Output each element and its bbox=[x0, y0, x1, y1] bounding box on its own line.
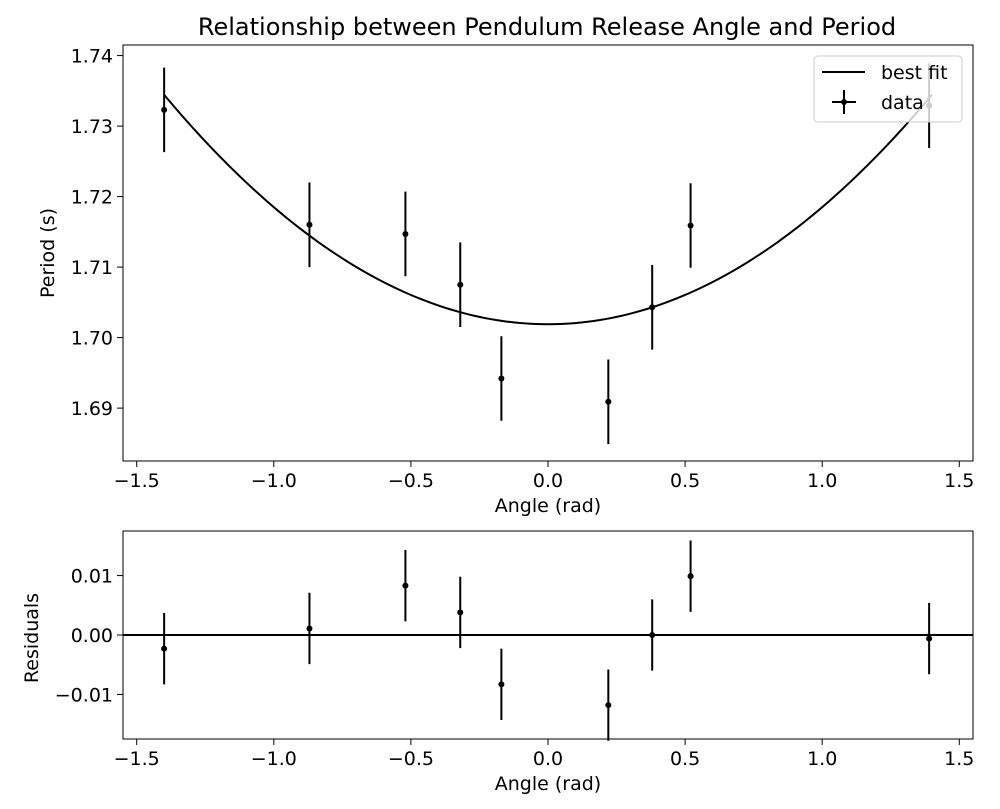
period-data-point bbox=[457, 281, 464, 288]
period-data-point bbox=[498, 375, 505, 382]
period-data-point bbox=[402, 230, 409, 237]
period-y-tick-label: 1.71 bbox=[71, 257, 113, 279]
period-x-ticks: −1.5 −1.0 −0.5 0.0 0.5 1.0 1.5 bbox=[114, 461, 974, 492]
residuals-x-axis-label: Angle (rad) bbox=[495, 773, 601, 795]
residual-x-tick-label: 1.0 bbox=[807, 748, 837, 770]
period-y-tick-label: 1.69 bbox=[71, 398, 113, 420]
legend: best fit data bbox=[813, 55, 963, 123]
legend-marker bbox=[841, 99, 847, 105]
residual-data-point bbox=[161, 645, 168, 652]
residual-x-tick-label: 1.5 bbox=[944, 748, 974, 770]
best-fit-line bbox=[163, 94, 933, 326]
period-data-point bbox=[687, 222, 694, 229]
period-x-tick-label: −1.5 bbox=[114, 470, 160, 492]
chart-title: Relationship between Pendulum Release An… bbox=[198, 13, 896, 41]
residual-y-tick-label: −0.01 bbox=[55, 684, 113, 706]
period-x-tick-label: −1.0 bbox=[251, 470, 297, 492]
residuals-y-axis-label: Residuals bbox=[21, 593, 43, 683]
residual-data-point bbox=[402, 582, 409, 589]
period-data-point bbox=[161, 106, 168, 113]
best-fit-curve bbox=[163, 94, 933, 326]
period-y-tick-label: 1.72 bbox=[71, 187, 113, 209]
period-y-tick-label: 1.73 bbox=[71, 116, 113, 138]
residual-y-tick-label: 0.00 bbox=[71, 625, 113, 647]
residual-data-point bbox=[498, 681, 505, 688]
period-x-tick-label: 0.0 bbox=[533, 470, 563, 492]
period-x-tick-label: −0.5 bbox=[388, 470, 434, 492]
residuals-x-ticks: −1.5 −1.0 −0.5 0.0 0.5 1.0 1.5 bbox=[114, 739, 974, 770]
period-y-axis-label: Period (s) bbox=[37, 208, 59, 298]
period-y-tick-label: 1.74 bbox=[71, 46, 113, 68]
residual-x-tick-label: −0.5 bbox=[388, 748, 434, 770]
period-panel: Relationship between Pendulum Release An… bbox=[37, 13, 974, 517]
residuals-data-points bbox=[161, 540, 933, 741]
residual-data-point bbox=[457, 609, 464, 616]
residual-data-point bbox=[605, 702, 612, 709]
residual-data-point bbox=[687, 573, 694, 580]
period-data-point bbox=[306, 221, 313, 228]
legend-label-best-fit: best fit bbox=[881, 62, 948, 84]
residual-x-tick-label: 0.5 bbox=[670, 748, 700, 770]
residual-x-tick-label: 0.0 bbox=[533, 748, 563, 770]
residual-y-tick-label: 0.01 bbox=[71, 566, 113, 588]
period-data-point bbox=[605, 398, 612, 405]
legend-label-data: data bbox=[881, 92, 924, 114]
period-x-tick-label: 1.0 bbox=[807, 470, 837, 492]
period-x-tick-label: 0.5 bbox=[670, 470, 700, 492]
period-x-tick-label: 1.5 bbox=[944, 470, 974, 492]
period-data-point bbox=[649, 304, 656, 311]
period-x-axis-label: Angle (rad) bbox=[495, 495, 601, 517]
period-y-ticks: 1.69 1.70 1.71 1.72 1.73 1.74 bbox=[71, 46, 123, 420]
residuals-y-ticks: −0.01 0.00 0.01 bbox=[55, 566, 123, 706]
residual-data-point bbox=[649, 632, 656, 638]
residual-data-point bbox=[306, 625, 313, 632]
residual-x-tick-label: −1.0 bbox=[251, 748, 297, 770]
residual-data-point bbox=[926, 635, 933, 642]
period-y-tick-label: 1.70 bbox=[71, 328, 113, 350]
residuals-panel: −1.5 −1.0 −0.5 0.0 0.5 1.0 1.5 −0.01 0.00 0.01 A… bbox=[21, 530, 974, 795]
residual-x-tick-label: −1.5 bbox=[114, 748, 160, 770]
